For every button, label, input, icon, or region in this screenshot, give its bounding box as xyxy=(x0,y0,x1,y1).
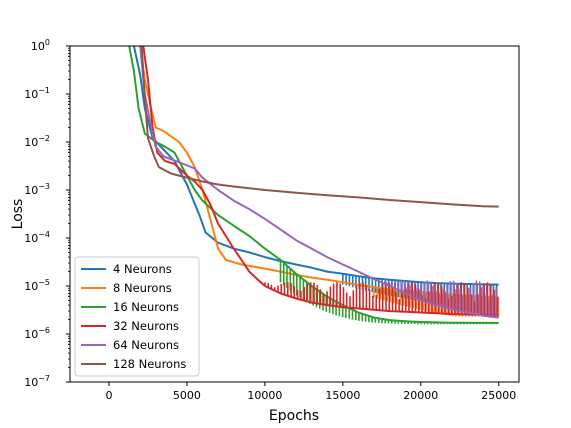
y-tick-label: 100 xyxy=(31,38,50,53)
y-tick-label: 10−7 xyxy=(24,374,50,389)
x-tick-label: 20000 xyxy=(403,389,438,402)
y-tick-label: 10−4 xyxy=(24,230,50,245)
series-spikes-3 xyxy=(279,259,498,325)
plot-frame xyxy=(69,45,520,383)
legend-label: 32 Neurons xyxy=(113,319,179,333)
legend-box xyxy=(74,256,200,377)
y-tick-label: 10−1 xyxy=(24,86,50,101)
y-tick-label: 10−2 xyxy=(24,134,50,149)
series-spikes-5 xyxy=(377,280,497,318)
y-axis-label: Loss xyxy=(10,199,26,230)
y-tick-label: 10−5 xyxy=(24,278,50,293)
legend-label: 128 Neurons xyxy=(113,357,186,371)
x-axis-label: Epochs xyxy=(269,408,319,424)
series-line-3 xyxy=(128,45,499,324)
x-tick-label: 0 xyxy=(105,389,112,402)
x-tick-label: 15000 xyxy=(325,389,360,402)
y-tick-label: 10−3 xyxy=(24,182,50,197)
plot-lines xyxy=(128,45,500,325)
series-spikes-4 xyxy=(264,282,499,316)
legend-label: 8 Neurons xyxy=(113,281,172,295)
x-tick-label: 10000 xyxy=(247,389,282,402)
x-tick-label: 5000 xyxy=(173,389,201,402)
x-tick-label: 25000 xyxy=(481,389,516,402)
legend-label: 64 Neurons xyxy=(113,338,179,352)
series-line-6 xyxy=(140,45,499,208)
x-axis: 0 5000 10000 15000 20000 25000 xyxy=(105,382,516,402)
y-axis: 10−7 10−6 10−5 10−4 10−3 10−2 10−1 100 xyxy=(24,38,70,389)
legend: 4 Neurons 8 Neurons 16 Neurons 32 Neurons 64… xyxy=(74,256,200,377)
legend-label: 16 Neurons xyxy=(113,300,179,314)
y-tick-label: 10−6 xyxy=(24,326,50,341)
legend-label: 4 Neurons xyxy=(113,262,172,276)
series-line-5 xyxy=(139,45,499,319)
